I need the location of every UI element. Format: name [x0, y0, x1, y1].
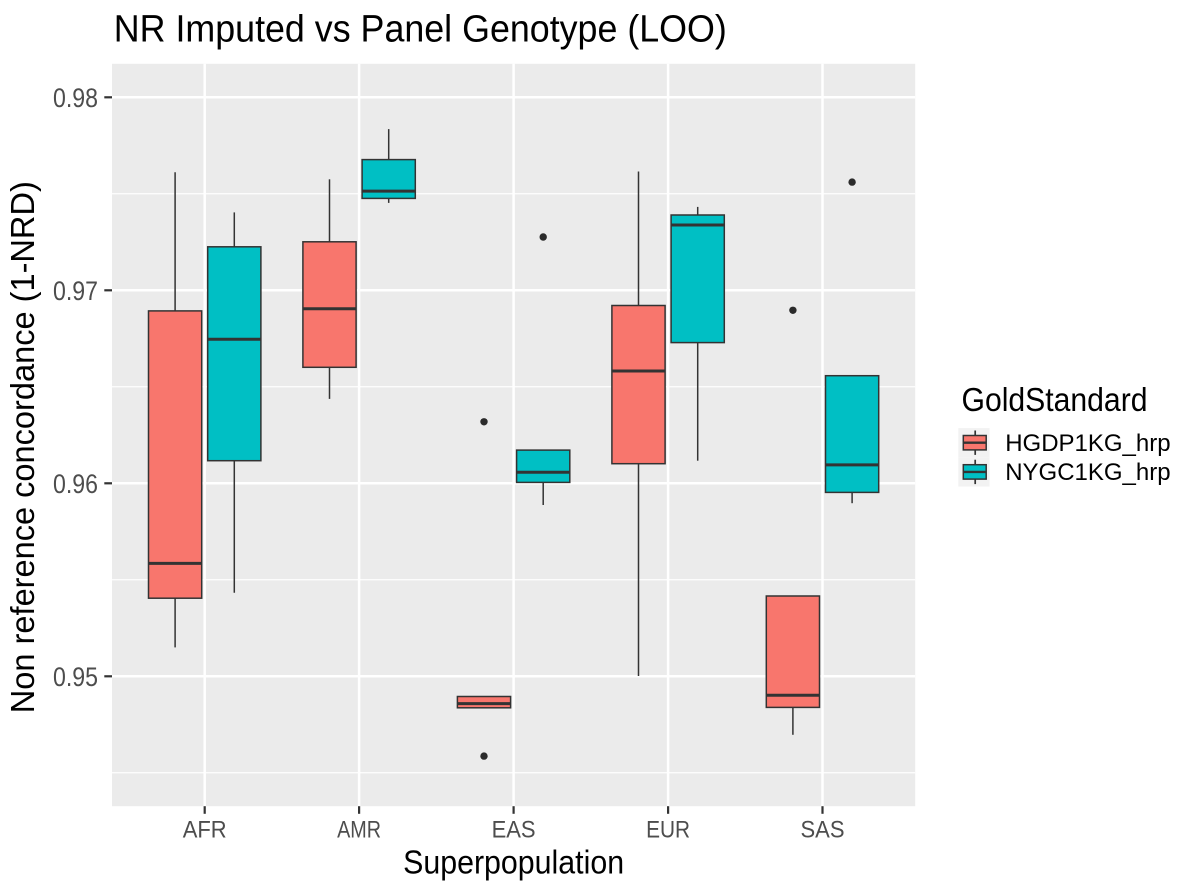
svg-text:0.97: 0.97 [53, 276, 98, 306]
svg-text:HGDP1KG_hrp: HGDP1KG_hrp [1005, 430, 1170, 457]
svg-text:Non reference concordance (1-N: Non reference concordance (1-NRD) [4, 181, 41, 713]
svg-text:NR Imputed vs Panel Genotype (: NR Imputed vs Panel Genotype (LOO) [114, 8, 727, 50]
svg-text:EAS: EAS [492, 817, 536, 844]
svg-text:AFR: AFR [183, 817, 227, 844]
svg-text:SAS: SAS [801, 817, 845, 844]
svg-text:Superpopulation: Superpopulation [403, 843, 624, 880]
svg-text:GoldStandard: GoldStandard [962, 381, 1148, 418]
svg-text:EUR: EUR [646, 817, 690, 844]
svg-text:0.96: 0.96 [53, 469, 98, 499]
svg-text:0.95: 0.95 [53, 662, 98, 692]
svg-text:0.98: 0.98 [53, 83, 98, 113]
svg-text:NYGC1KG_hrp: NYGC1KG_hrp [1005, 459, 1170, 486]
svg-text:AMR: AMR [337, 817, 381, 844]
